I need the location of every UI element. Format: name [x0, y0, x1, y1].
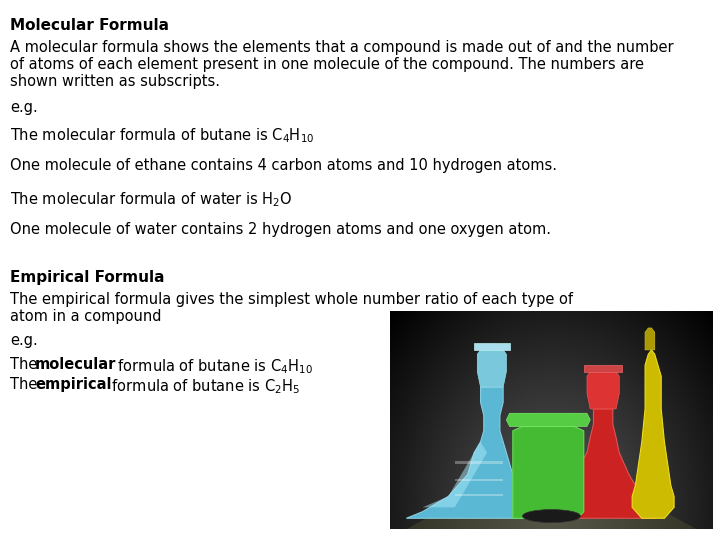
Text: A molecular formula shows the elements that a compound is made out of and the nu: A molecular formula shows the elements t… [10, 40, 674, 55]
Text: One molecule of water contains 2 hydrogen atoms and one oxygen atom.: One molecule of water contains 2 hydroge… [10, 222, 551, 237]
Text: e.g.: e.g. [10, 100, 37, 115]
Polygon shape [513, 427, 584, 518]
Polygon shape [423, 442, 487, 508]
Text: molecular: molecular [35, 357, 117, 372]
Polygon shape [406, 512, 697, 529]
Text: shown written as subscripts.: shown written as subscripts. [10, 74, 220, 89]
Text: e.g.: e.g. [10, 333, 37, 348]
Ellipse shape [523, 510, 580, 523]
Polygon shape [584, 365, 623, 372]
Text: One molecule of ethane contains 4 carbon atoms and 10 hydrogen atoms.: One molecule of ethane contains 4 carbon… [10, 158, 557, 173]
Text: formula of butane is $\mathregular{C_2H_5}$: formula of butane is $\mathregular{C_2H_… [107, 377, 300, 396]
Text: The molecular formula of butane is $\mathregular{C_4H_{10}}$: The molecular formula of butane is $\mat… [10, 126, 315, 145]
Polygon shape [455, 479, 503, 481]
Polygon shape [477, 350, 506, 387]
Text: empirical: empirical [35, 377, 112, 392]
Text: of atoms of each element present in one molecule of the compound. The numbers ar: of atoms of each element present in one … [10, 57, 644, 72]
Text: Molecular Formula: Molecular Formula [10, 18, 169, 33]
Text: The empirical formula gives the simplest whole number ratio of each type of: The empirical formula gives the simplest… [10, 292, 573, 307]
Text: atom in a compound: atom in a compound [10, 309, 161, 324]
Text: The: The [10, 357, 42, 372]
Polygon shape [645, 328, 654, 350]
Polygon shape [506, 413, 590, 427]
Polygon shape [632, 350, 674, 518]
Text: Empirical Formula: Empirical Formula [10, 270, 164, 285]
Polygon shape [558, 409, 654, 518]
Polygon shape [474, 343, 510, 350]
Polygon shape [455, 461, 503, 463]
Polygon shape [587, 372, 619, 409]
Text: formula of butane is $\mathregular{C_4H_{10}}$: formula of butane is $\mathregular{C_4H_… [113, 357, 313, 376]
Text: The molecular formula of water is $\mathregular{H_2O}$: The molecular formula of water is $\math… [10, 190, 292, 208]
Polygon shape [406, 387, 545, 518]
Polygon shape [455, 494, 503, 496]
Text: The: The [10, 377, 42, 392]
